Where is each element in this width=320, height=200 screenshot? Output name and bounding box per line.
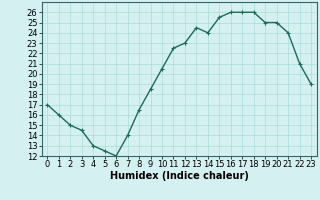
X-axis label: Humidex (Indice chaleur): Humidex (Indice chaleur) bbox=[110, 171, 249, 181]
